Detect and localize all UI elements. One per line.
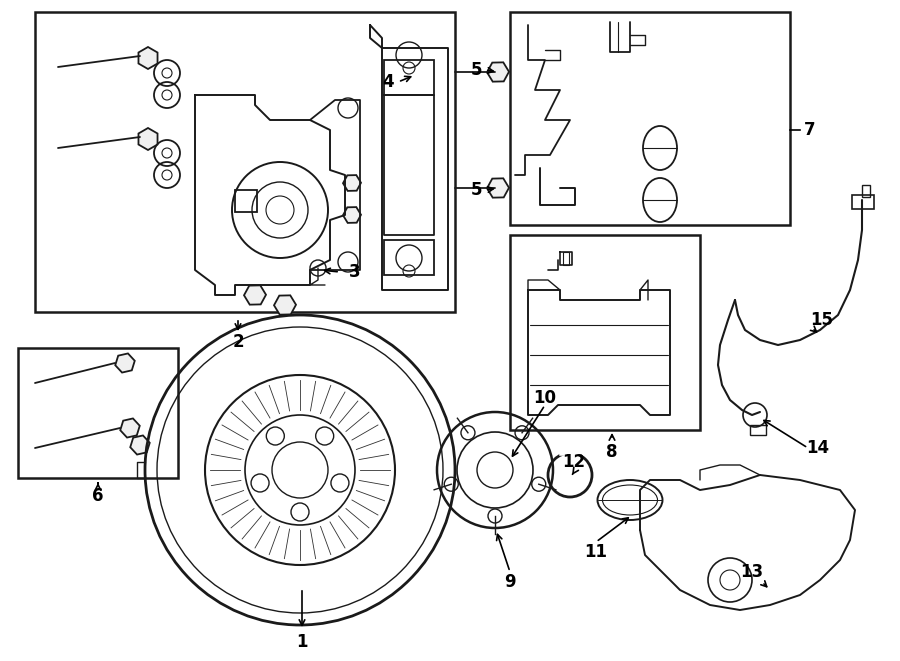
Text: 7: 7 <box>805 121 815 139</box>
Text: 14: 14 <box>806 439 830 457</box>
Text: 3: 3 <box>349 263 361 281</box>
Text: 4: 4 <box>382 73 394 91</box>
Bar <box>750 425 766 435</box>
Text: 1: 1 <box>296 633 308 651</box>
Text: 5: 5 <box>470 181 482 199</box>
Text: 5: 5 <box>470 61 482 79</box>
Bar <box>384 240 434 275</box>
Text: 12: 12 <box>562 453 586 471</box>
Text: 10: 10 <box>534 389 556 407</box>
Bar <box>235 190 257 212</box>
Bar <box>563 252 569 265</box>
Text: 13: 13 <box>741 563 763 581</box>
Text: 2: 2 <box>232 333 244 351</box>
Bar <box>35 12 455 312</box>
Text: 15: 15 <box>811 311 833 329</box>
Text: 8: 8 <box>607 443 617 461</box>
Bar <box>852 195 874 209</box>
Bar <box>510 235 700 430</box>
Bar <box>862 185 870 197</box>
Bar <box>384 60 434 95</box>
Text: 11: 11 <box>584 543 608 561</box>
Bar <box>18 348 178 478</box>
Text: 9: 9 <box>504 573 516 591</box>
Text: 6: 6 <box>92 487 104 505</box>
Bar <box>510 12 790 225</box>
